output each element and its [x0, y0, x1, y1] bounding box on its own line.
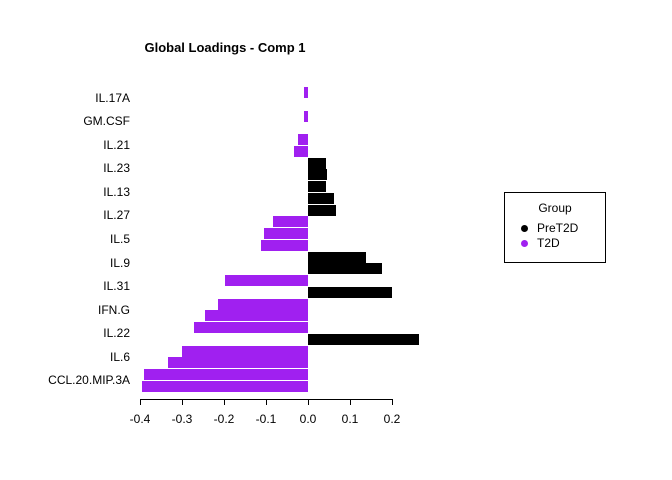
y-axis-label: IL.22 [103, 326, 130, 341]
bar [142, 380, 308, 392]
x-tick-label: 0.1 [341, 412, 359, 426]
x-tick-label: -0.2 [213, 412, 235, 426]
y-axis-label: GM.CSF [83, 114, 130, 129]
x-tick-label: 0.2 [383, 412, 401, 426]
x-tick-label: -0.3 [171, 412, 193, 426]
bar [218, 298, 308, 310]
y-axis-label: CCL.20.MIP.3A [48, 373, 130, 388]
bars-layer [140, 86, 420, 392]
x-tick [224, 399, 225, 405]
x-tick [392, 399, 393, 405]
y-axis-label: IL.5 [109, 232, 130, 246]
bar [144, 369, 308, 381]
legend-entry: PreT2D [521, 222, 595, 234]
legend-dot-icon [521, 239, 528, 247]
x-tick-label: 0.0 [299, 412, 317, 426]
x-tick [182, 399, 183, 405]
y-axis-label: IL.27 [103, 208, 130, 223]
bar [182, 345, 308, 357]
x-tick-label: -0.1 [255, 412, 277, 426]
bar [273, 216, 308, 228]
bar [205, 310, 308, 322]
chart-title: Global Loadings - Comp 1 [144, 40, 306, 55]
bar [308, 204, 337, 216]
bar [294, 145, 308, 157]
bar [297, 134, 308, 146]
x-tick [140, 399, 141, 405]
y-axis-label: IFN.G [98, 302, 130, 317]
bar [308, 157, 327, 169]
y-axis-label: IL.23 [103, 161, 130, 176]
legend-title: Group [538, 201, 572, 215]
bar [308, 251, 366, 263]
y-axis-label: IL.17A [95, 90, 130, 105]
legend-dot-icon [521, 224, 528, 232]
bar [263, 228, 308, 240]
bar [308, 192, 335, 204]
plot-area [140, 86, 420, 392]
bar [303, 87, 308, 98]
bar [308, 333, 420, 345]
legend-entry-label: T2D [537, 236, 560, 250]
legend-entry: T2D [521, 237, 595, 249]
y-axis-label: IL.13 [103, 184, 130, 199]
bar [303, 110, 308, 122]
x-tick-label: -0.4 [129, 412, 151, 426]
y-axis-labels: IL.17A GM.CSF IL.21 IL.23 IL.13 IL.27 IL.5 IL.9… [0, 86, 130, 392]
bar [168, 357, 308, 369]
y-axis-label: IL.6 [109, 349, 130, 364]
legend-box: Group PreT2D T2D [504, 192, 606, 263]
y-axis-label: IL.31 [103, 279, 130, 294]
bar [308, 263, 382, 275]
y-axis-label: IL.21 [103, 137, 130, 152]
bar [224, 275, 308, 287]
y-axis-label: IL.9 [109, 255, 130, 270]
bar [308, 169, 327, 181]
legend-entry-label: PreT2D [537, 221, 579, 235]
x-tick [308, 399, 309, 405]
bar [308, 286, 392, 298]
legend-entries: PreT2D T2D [515, 222, 595, 249]
bar [194, 322, 308, 334]
bar [308, 181, 327, 193]
x-tick [350, 399, 351, 405]
bar [260, 239, 308, 251]
x-tick [266, 399, 267, 405]
